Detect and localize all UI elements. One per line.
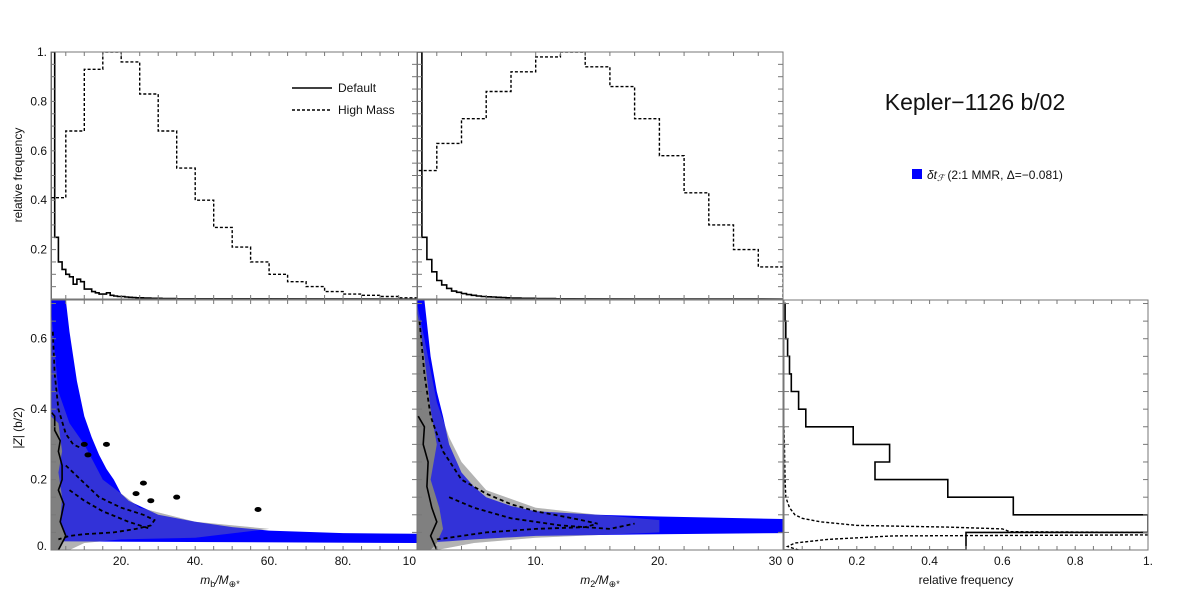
x-tick-label: 0.8 xyxy=(1067,554,1084,568)
panel-frame xyxy=(416,51,784,300)
hist-y-axis-label: relative frequency xyxy=(11,128,25,223)
x-tick-label: 0 xyxy=(787,554,794,568)
axis-label-part: ⊕* xyxy=(609,579,621,589)
band-legend-swatch xyxy=(912,169,922,179)
axis-label-part: 2 xyxy=(590,579,595,589)
panel-bottom-middle: 10. 20. 30 xyxy=(416,299,784,568)
x-tick-label: 1. xyxy=(1143,554,1153,568)
plot-area xyxy=(784,302,1148,550)
y-tick-label: 0.2 xyxy=(30,473,47,487)
y-tick-label: 0.4 xyxy=(30,193,47,207)
band-legend-label: δtℱ (2:1 MMR, Δ=−0.081) xyxy=(927,168,1063,183)
panel-right: 0 0.2 0.4 0.6 0.8 1. xyxy=(783,299,1153,568)
contour-island xyxy=(132,491,140,497)
histogram-default xyxy=(417,52,783,299)
x-tick-label: 0.6 xyxy=(994,554,1011,568)
x-tick-label: 80. xyxy=(335,554,352,568)
x-tick-label: 10. xyxy=(527,554,544,568)
x-tick-label: 0.2 xyxy=(848,554,865,568)
mb-x-axis-label: mb/M⊕* xyxy=(200,573,240,589)
axis-label-part: b xyxy=(210,579,215,589)
delta-t-band xyxy=(51,300,417,543)
x-tick-label: 20. xyxy=(113,554,130,568)
highmass-contour xyxy=(448,496,635,530)
y-tick-label: 1. xyxy=(37,45,47,59)
contour-island xyxy=(173,494,181,500)
axis-label-part: /M xyxy=(214,573,228,587)
x-tick-label: 30 xyxy=(769,554,783,568)
m2-x-axis-label: m2/M⊕* xyxy=(580,573,620,589)
x-tick-label: 10 xyxy=(403,554,417,568)
y-tick-label: 0.4 xyxy=(30,402,47,416)
axis-label-part: m xyxy=(200,573,210,587)
axis-label-part: ⊕* xyxy=(229,579,241,589)
histogram-default xyxy=(784,302,1148,550)
x-tick-label: 40. xyxy=(187,554,204,568)
legend-default-label: Default xyxy=(338,81,377,95)
sample-scatter-overlay xyxy=(417,303,660,550)
panels: 0.20.40.60.81.0.0.20.40.620. 40. 60. 80. 10 1… xyxy=(30,45,1153,568)
contour-island xyxy=(139,480,147,486)
dense-sample-region xyxy=(51,416,66,550)
histogram-high-mass xyxy=(784,426,1148,550)
panel-top-middle xyxy=(416,51,784,300)
x-tick-label: 60. xyxy=(261,554,278,568)
axis-label-part: /M xyxy=(594,573,608,587)
y-tick-label: 0.6 xyxy=(30,332,47,346)
contour-island xyxy=(84,452,92,458)
z-y-axis-label: |Z| (b/2) xyxy=(11,407,25,449)
axis-label-part: m xyxy=(580,573,590,587)
chart-title: Kepler−1126 b/02 xyxy=(885,89,1066,115)
x-tick-label: 0.4 xyxy=(921,554,938,568)
histogram-high-mass xyxy=(51,52,417,299)
right-x-axis-label: relative frequency xyxy=(919,573,1014,587)
histogram-high-mass xyxy=(417,52,783,299)
delta-t-band xyxy=(417,300,783,543)
highmass-contour xyxy=(418,321,598,541)
x-tick-label: 20. xyxy=(651,554,668,568)
y-tick-label: 0.2 xyxy=(30,243,47,257)
hist-legend: Default High Mass xyxy=(292,81,395,117)
sample-scatter-overlay xyxy=(51,310,270,550)
contour-island xyxy=(80,441,88,447)
panel-top-left: 0.2 0.4 0.6 0.8 1. xyxy=(30,45,418,300)
contour-island xyxy=(102,441,110,447)
contour-island xyxy=(254,507,262,513)
plot-area xyxy=(417,52,783,299)
panel-frame xyxy=(783,299,1149,551)
highmass-contour xyxy=(51,331,81,449)
y-tick-label: 0. xyxy=(37,539,47,553)
panel-bottom-left: 0. 0.2 0.4 0.6 20. 40. 60. 80. 10 xyxy=(30,299,418,568)
y-tick-label: 0.8 xyxy=(30,94,47,108)
legend-highmass-label: High Mass xyxy=(338,103,395,117)
default-contour xyxy=(417,415,438,550)
plot-area xyxy=(417,300,783,550)
contour-island xyxy=(147,498,155,504)
highmass-contour xyxy=(58,464,156,541)
y-tick-label: 0.6 xyxy=(30,144,47,158)
panel-frame xyxy=(416,299,784,551)
default-contour xyxy=(51,412,67,550)
plot-area xyxy=(51,300,417,550)
band-legend: δtℱ (2:1 MMR, Δ=−0.081) xyxy=(912,168,1063,183)
